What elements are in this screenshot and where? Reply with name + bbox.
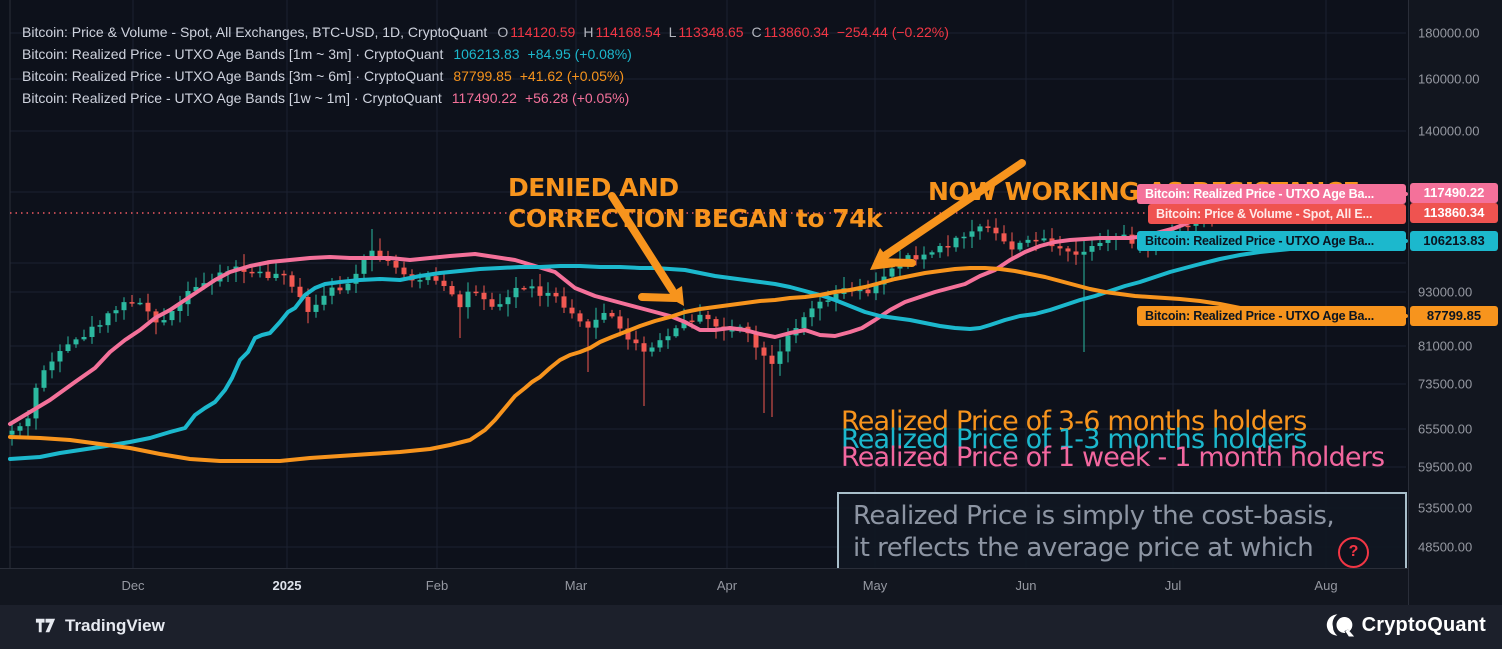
description-line1: Realized Price is simply the cost-basis, [853,501,1335,531]
realized-price-description-box: Realized Price is simply the cost-basis,… [837,492,1407,568]
legend: Bitcoin: Price & Volume - Spot, All Exch… [22,21,957,109]
legend-value: 113348.65 [678,24,744,40]
legend-value: C [751,24,762,40]
legend-value: +56.28 (+0.05%) [524,90,630,106]
holder-label-1: Realized Price of 3-6 months holders [841,406,1307,437]
legend-row-3[interactable]: Bitcoin: Realized Price - UTXO Age Bands… [22,65,957,87]
x-axis-tick-feb: Feb [425,578,449,593]
description-line2: it reflects the average price at which [853,533,1314,563]
annotation-denied-line1: DENIED AND [508,173,679,202]
footer-bar: TradingView CryptoQuant [0,605,1502,649]
series-name-badge-2: Bitcoin: Price & Volume - Spot, All E... [1148,204,1406,224]
series-line-rp_3m_6m[interactable] [8,266,1408,463]
cryptoquant-icon [1326,614,1354,637]
time-axis[interactable]: Dec 2025 Feb Mar Apr May Jun Jul Aug [0,568,1408,606]
x-axis-tick-2025: 2025 [272,578,302,593]
legend-row-title: Bitcoin: Realized Price - UTXO Age Bands… [22,90,442,106]
legend-value: L [668,24,677,40]
y-axis-tick: 48500.00 [1418,539,1473,555]
legend-row-title: Bitcoin: Price & Volume - Spot, All Exch… [22,24,488,40]
chart-plot-area[interactable]: DENIED AND CORRECTION BEGAN to 74k NOW W… [0,0,1408,568]
legend-value: 113860.34 [763,24,829,40]
price-value-badge-2: 113860.34 [1410,203,1498,223]
y-axis-tick: 180000.00 [1418,25,1480,41]
y-axis-tick: 59500.00 [1418,459,1473,475]
series-name-badge-3: Bitcoin: Realized Price - UTXO Age Ba... [1137,231,1406,251]
legend-value: 114168.54 [595,24,661,40]
x-axis-tick-dec: Dec [121,578,145,593]
annotation-denied-line2: CORRECTION BEGAN to 74k [508,204,883,233]
legend-value: 87799.85 [453,68,512,84]
y-axis-tick: 160000.00 [1418,71,1480,87]
legend-value: 114120.59 [510,24,576,40]
price-axis[interactable]: 180000.00 160000.00 140000.00 93000.00 81000… [1408,0,1502,605]
x-axis-tick-aug: Aug [1314,578,1338,593]
y-axis-tick: 53500.00 [1418,500,1473,516]
legend-value: −254.44 (−0.22%) [836,24,949,40]
y-axis-tick: 65500.00 [1418,421,1473,437]
legend-row-1[interactable]: Bitcoin: Price & Volume - Spot, All Exch… [22,21,957,43]
legend-value: +84.95 (+0.08%) [527,46,632,62]
legend-value: 106213.83 [453,46,520,62]
price-value-badge-3: 106213.83 [1410,231,1498,251]
annotation-arrow-1[interactable] [608,192,684,306]
holder-label-3: Realized Price of 1 week - 1 month holde… [841,442,1385,473]
legend-value: +41.62 (+0.05%) [519,68,625,84]
x-axis-tick-may: May [862,578,888,593]
legend-row-4[interactable]: Bitcoin: Realized Price - UTXO Age Bands… [22,87,957,109]
x-axis-tick-mar: Mar [564,578,588,593]
price-value-badge-1: 117490.22 [1410,183,1498,203]
series-name-badge-1: Bitcoin: Realized Price - UTXO Age Ba... [1137,184,1406,204]
series-name-badge-4: Bitcoin: Realized Price - UTXO Age Ba... [1137,306,1406,326]
price-chart-canvas[interactable] [0,0,1408,568]
x-axis-tick-jun: Jun [1015,578,1037,593]
legend-value: O [497,24,509,40]
legend-row-2[interactable]: Bitcoin: Realized Price - UTXO Age Bands… [22,43,957,65]
y-axis-tick: 93000.00 [1418,284,1473,300]
annotation-denied-text[interactable]: DENIED AND CORRECTION BEGAN to 74k [508,172,883,234]
y-axis-tick: 81000.00 [1418,338,1473,354]
tradingview-label: TradingView [65,615,165,635]
price-value-badge-4: 87799.85 [1410,306,1498,326]
legend-value: 117490.22 [451,90,517,106]
x-axis-tick-jul: Jul [1164,578,1182,593]
annotation-arrow-2[interactable] [870,159,1026,270]
legend-row-title: Bitcoin: Realized Price - UTXO Age Bands… [22,46,444,62]
tradingview-logo[interactable]: TradingView [34,614,165,637]
cryptoquant-label: CryptoQuant [1361,613,1486,636]
holder-label-2: Realized Price of 1-3 months holders [841,424,1307,455]
legend-row-title: Bitcoin: Realized Price - UTXO Age Bands… [22,68,444,84]
help-question-icon[interactable]: ? [1338,537,1369,568]
tradingview-icon [35,618,56,633]
y-axis-tick: 140000.00 [1418,123,1480,139]
y-axis-tick: 73500.00 [1418,376,1473,392]
cryptoquant-logo[interactable]: CryptoQuant [1325,612,1486,638]
x-axis-tick-apr: Apr [716,578,738,593]
series-line-rp_1m_3m[interactable] [8,239,1408,461]
legend-value: H [583,24,594,40]
